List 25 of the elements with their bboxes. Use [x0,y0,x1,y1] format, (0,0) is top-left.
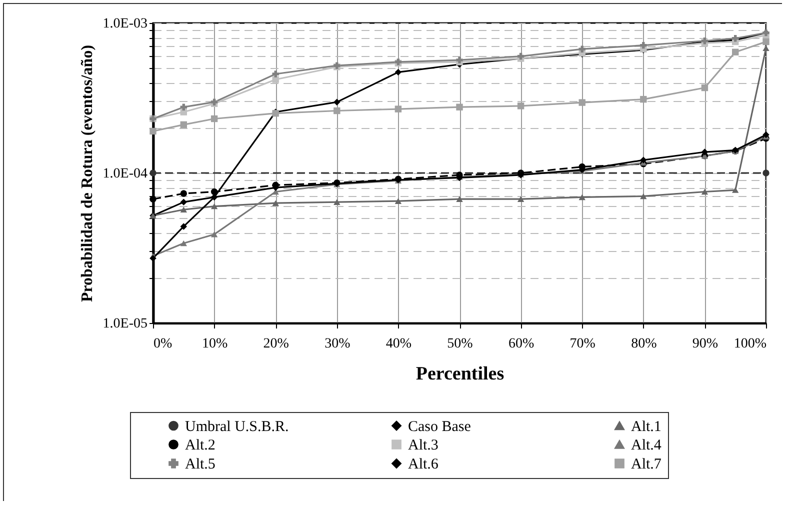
y-tick-label: 1.0E-04 [102,166,148,182]
x-tick-label: 70% [570,336,596,352]
legend-label: Alt.2 [185,438,216,454]
x-tick-label: 90% [692,336,718,352]
x-axis-title: Percentiles [416,364,504,384]
legend-label: Alt.6 [408,456,439,472]
x-tick-label: 50% [447,336,474,352]
legend-label: Alt.7 [631,456,662,472]
x-tick-label: 80% [631,336,658,352]
legend-label: Alt.3 [408,438,438,454]
x-tick-label: 60% [508,336,534,352]
y-tick-label: 1.0E-03 [102,16,148,32]
x-tick-label: 30% [324,336,351,352]
x-tick-label: 100% [734,336,767,352]
y-axis-title: Probabilidad de Rotura (eventos/año) [78,44,96,302]
legend-label: Alt.5 [185,456,216,472]
legend-label: Umbral U.S.B.R. [185,418,289,435]
y-tick-label: 1.0E-05 [102,316,148,332]
x-tick-label: 20% [263,336,290,352]
x-tick-label: 40% [386,336,412,352]
legend-label: Caso Base [408,418,472,435]
x-tick-label: 0% [154,336,172,352]
legend-label: Alt.4 [631,438,662,454]
x-tick-label: 10% [202,336,228,352]
legend-label: Alt.1 [631,418,662,435]
